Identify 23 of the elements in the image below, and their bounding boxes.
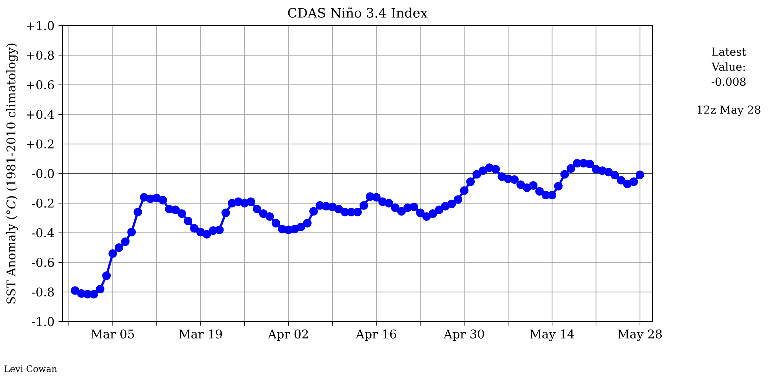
y-tick-label: +1.0	[27, 21, 54, 30]
text: 12z May 28	[698, 106, 761, 116]
y-tick-label: -0.8	[32, 288, 54, 297]
x-tick-label: May 28	[618, 330, 662, 342]
y-tick-label: -0.6	[32, 258, 54, 268]
x-tick-label: May 14	[530, 330, 574, 342]
y-tick-label: -0.4	[32, 228, 54, 238]
y-tick-label: -1.0	[32, 317, 54, 326]
y-tick-label: +0.4	[27, 110, 54, 120]
y-axis-title: SST Anomaly (°C) (1981-2010 climatology)	[6, 44, 18, 304]
y-tick-label: -0.0	[32, 169, 54, 178]
x-tick-label: Apr 02	[268, 330, 308, 342]
x-tick-label: Mar 19	[179, 330, 222, 339]
text: Latest Value: -0.008	[712, 48, 746, 86]
y-tick-label: -0.2	[32, 198, 54, 208]
y-tick-label: +0.2	[27, 140, 54, 149]
y-tick-label: +0.8	[27, 50, 54, 60]
x-tick-label: Apr 16	[356, 330, 396, 342]
x-tick-label: Mar 05	[91, 330, 134, 339]
x-tick-label: Apr 30	[444, 330, 484, 342]
chart-title: CDAS Niño 3.4 Index	[288, 8, 428, 18]
text: Levi Cowan	[4, 366, 58, 372]
y-tick-label: +0.6	[27, 80, 54, 90]
